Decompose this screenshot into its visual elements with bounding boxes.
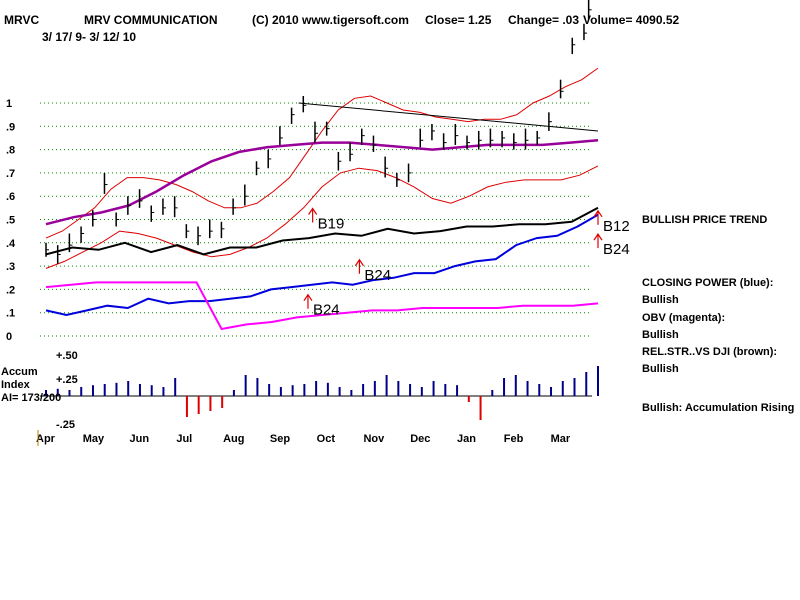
signal-label: B24 <box>364 267 391 284</box>
x-tick-label: May <box>83 433 105 445</box>
change-value: Change= .03 <box>508 13 580 27</box>
moving-average-line <box>45 139 599 226</box>
note-label: Bullish: Accumulation Rising <box>642 402 795 414</box>
y-tick-label: .4 <box>6 238 16 250</box>
accum-label-2: Index <box>1 379 30 391</box>
accum-label-1: Accum <box>1 366 38 378</box>
x-tick-label: Jan <box>457 433 476 445</box>
note-label: BULLISH PRICE TREND <box>642 214 768 226</box>
note-value: Bullish <box>642 363 679 375</box>
note-value: Bullish <box>642 329 679 341</box>
note-relstr: REL.STR..VS DJI (brown): Bullish <box>642 344 777 378</box>
note-label: OBV (magenta): <box>642 312 726 324</box>
trendline <box>298 102 599 132</box>
copyright: (C) 2010 www.tigersoft.com <box>252 13 409 27</box>
closing-power-line <box>45 213 599 317</box>
note-closing-power: CLOSING POWER (blue): Bullish <box>642 275 773 309</box>
note-price-trend: BULLISH PRICE TREND <box>642 212 767 229</box>
x-tick-label: Dec <box>410 433 430 445</box>
close-value: Close= 1.25 <box>425 13 492 27</box>
y-tick-label: .6 <box>6 191 15 203</box>
note-accumulation: Bullish: Accumulation Rising <box>642 400 794 417</box>
signal-label: B24 <box>313 302 340 319</box>
y-tick-label: .5 <box>6 215 15 227</box>
company-name: MRV COMMUNICATION <box>84 13 218 27</box>
accum-tick-label: +.25 <box>56 374 78 386</box>
accum-ai-value: AI= 173/200 <box>1 392 62 404</box>
x-tick-label: Mar <box>551 433 571 445</box>
note-value: Bullish <box>642 294 679 306</box>
relative-strength-line <box>45 206 599 256</box>
signal-arrowhead <box>308 207 318 215</box>
ticker: MRVC <box>4 13 40 27</box>
signal-label: B12 <box>603 218 630 235</box>
x-tick-label: Jun <box>130 433 150 445</box>
x-tick-label: Sep <box>270 433 290 445</box>
x-tick-label: Feb <box>504 433 524 445</box>
x-tick-label: Nov <box>363 433 385 445</box>
y-tick-label: .1 <box>6 308 15 320</box>
y-tick-label: .9 <box>6 121 15 133</box>
lower-band-line <box>45 165 599 269</box>
note-label: CLOSING POWER (blue): <box>642 277 774 289</box>
x-tick-label: Oct <box>317 433 336 445</box>
volume-value: Volume= 4090.52 <box>583 13 680 27</box>
signal-label: B24 <box>603 241 630 258</box>
y-tick-label: 1 <box>6 98 12 110</box>
signal-arrowhead <box>593 233 603 241</box>
accum-tick-label: +.50 <box>56 350 78 362</box>
signal-label: B19 <box>318 215 345 232</box>
accum-tick-label: -.25 <box>56 419 75 431</box>
signal-arrowhead <box>354 258 364 267</box>
y-tick-label: .8 <box>6 145 15 157</box>
y-tick-label: .7 <box>6 168 15 180</box>
y-tick-label: .2 <box>6 284 15 296</box>
x-tick-label: Jul <box>176 433 192 445</box>
obv-line <box>45 281 599 331</box>
note-obv: OBV (magenta): Bullish <box>642 310 725 344</box>
x-tick-label: Apr <box>36 433 56 445</box>
date-range: 3/ 17/ 9- 3/ 12/ 10 <box>42 30 137 44</box>
note-label: REL.STR..VS DJI (brown): <box>642 346 778 358</box>
upper-band-line <box>45 67 599 239</box>
y-tick-label: 0 <box>6 331 12 343</box>
signal-arrowhead <box>593 209 603 218</box>
x-tick-label: Aug <box>223 433 244 445</box>
signal-arrowhead <box>303 293 313 302</box>
y-tick-label: .3 <box>6 261 15 273</box>
